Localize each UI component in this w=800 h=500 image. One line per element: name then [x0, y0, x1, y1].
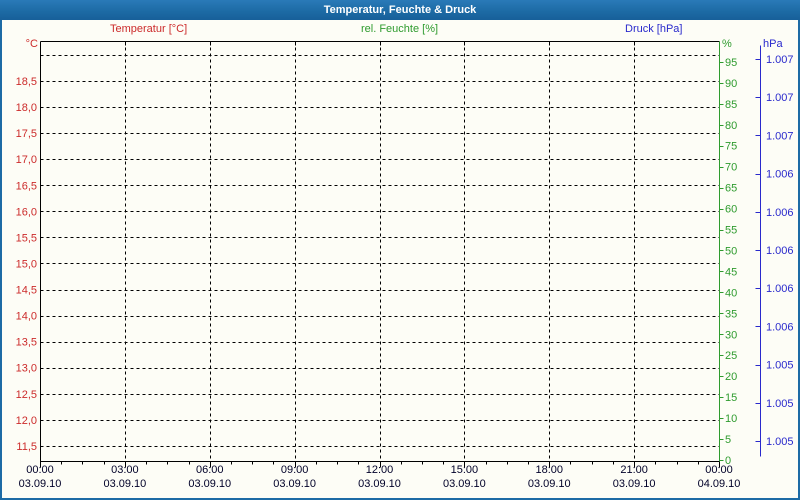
- temperature-tick-label: 18,5: [16, 76, 37, 88]
- humidity-tick-label: 65: [725, 183, 737, 195]
- chart-background: [2, 20, 798, 498]
- pressure-tick-label: 1.005: [766, 398, 794, 410]
- x-date-label: 03.09.10: [103, 478, 146, 490]
- pressure-axis-unit-label: hPa: [763, 38, 783, 50]
- x-date-label: 03.09.10: [528, 478, 571, 490]
- pressure-tick-label: 1.005: [766, 436, 794, 448]
- temperature-tick-label: 13,0: [16, 363, 37, 375]
- pressure-tick-label: 1.005: [766, 360, 794, 372]
- humidity-tick-label: 20: [725, 371, 737, 383]
- temperature-tick-label: 14,0: [16, 311, 37, 323]
- x-date-label: 03.09.10: [443, 478, 486, 490]
- x-time-label: 15:00: [451, 464, 479, 476]
- x-time-label: 12:00: [366, 464, 394, 476]
- x-time-label: 09:00: [281, 464, 309, 476]
- pressure-tick-label: 1.007: [766, 130, 794, 142]
- temperature-tick-label: 17,0: [16, 154, 37, 166]
- x-date-label: 03.09.10: [19, 478, 62, 490]
- title-bar: Temperatur, Feuchte & Druck: [0, 0, 800, 20]
- humidity-tick-label: 55: [725, 225, 737, 237]
- humidity-tick-label: 0: [725, 455, 731, 467]
- temperature-tick-label: 15,0: [16, 258, 37, 270]
- x-time-label: 21:00: [620, 464, 648, 476]
- humidity-tick-label: 5: [725, 434, 731, 446]
- temperature-tick-label: 15,5: [16, 232, 37, 244]
- pressure-tick-label: 1.006: [766, 321, 794, 333]
- x-time-label: 06:00: [196, 464, 224, 476]
- temperature-tick-label: 13,5: [16, 337, 37, 349]
- humidity-tick-label: 80: [725, 120, 737, 132]
- pressure-tick-label: 1.007: [766, 92, 794, 104]
- temperature-tick-label: 16,0: [16, 206, 37, 218]
- legend-humidity: rel. Feuchte [%]: [361, 23, 439, 35]
- pressure-tick-label: 1.006: [766, 207, 794, 219]
- pressure-tick-label: 1.007: [766, 54, 794, 66]
- temperature-tick-label: 18,0: [16, 102, 37, 114]
- humidity-tick-label: 30: [725, 329, 737, 341]
- x-date-label: 03.09.10: [188, 478, 231, 490]
- x-date-label: 03.09.10: [358, 478, 401, 490]
- humidity-tick-label: 40: [725, 287, 737, 299]
- humidity-tick-label: 95: [725, 57, 737, 69]
- temperature-tick-label: 12,0: [16, 415, 37, 427]
- humidity-tick-label: 75: [725, 141, 737, 153]
- x-date-label: 03.09.10: [613, 478, 656, 490]
- chart-title: Temperatur, Feuchte & Druck: [323, 4, 477, 16]
- humidity-tick-label: 15: [725, 392, 737, 404]
- legend-temperature: Temperatur [°C]: [110, 23, 188, 35]
- pressure-tick-label: 1.006: [766, 245, 794, 257]
- x-time-label: 18:00: [535, 464, 563, 476]
- x-date-label: 04.09.10: [698, 478, 741, 490]
- temperature-tick-label: 11,5: [16, 441, 37, 453]
- humidity-tick-label: 25: [725, 350, 737, 362]
- humidity-tick-label: 10: [725, 413, 737, 425]
- x-time-label: 00:00: [26, 464, 54, 476]
- humidity-tick-label: 45: [725, 266, 737, 278]
- x-time-label: 00:00: [705, 464, 733, 476]
- temperature-tick-label: 16,5: [16, 180, 37, 192]
- pressure-tick-label: 1.006: [766, 283, 794, 295]
- humidity-tick-label: 60: [725, 204, 737, 216]
- pressure-tick-label: 1.006: [766, 169, 794, 181]
- humidity-tick-label: 70: [725, 162, 737, 174]
- legend-pressure: Druck [hPa]: [625, 23, 683, 35]
- humidity-axis-unit-label: %: [722, 38, 732, 50]
- x-date-label: 03.09.10: [273, 478, 316, 490]
- temperature-tick-label: 14,5: [16, 285, 37, 297]
- temperature-axis-unit-label: °C: [25, 38, 38, 50]
- humidity-tick-label: 35: [725, 308, 737, 320]
- temperature-tick-label: 17,5: [16, 128, 37, 140]
- humidity-tick-label: 85: [725, 99, 737, 111]
- humidity-tick-label: 90: [725, 78, 737, 90]
- x-time-label: 03:00: [111, 464, 139, 476]
- temperature-tick-label: 12,5: [16, 389, 37, 401]
- humidity-tick-label: 50: [725, 245, 737, 257]
